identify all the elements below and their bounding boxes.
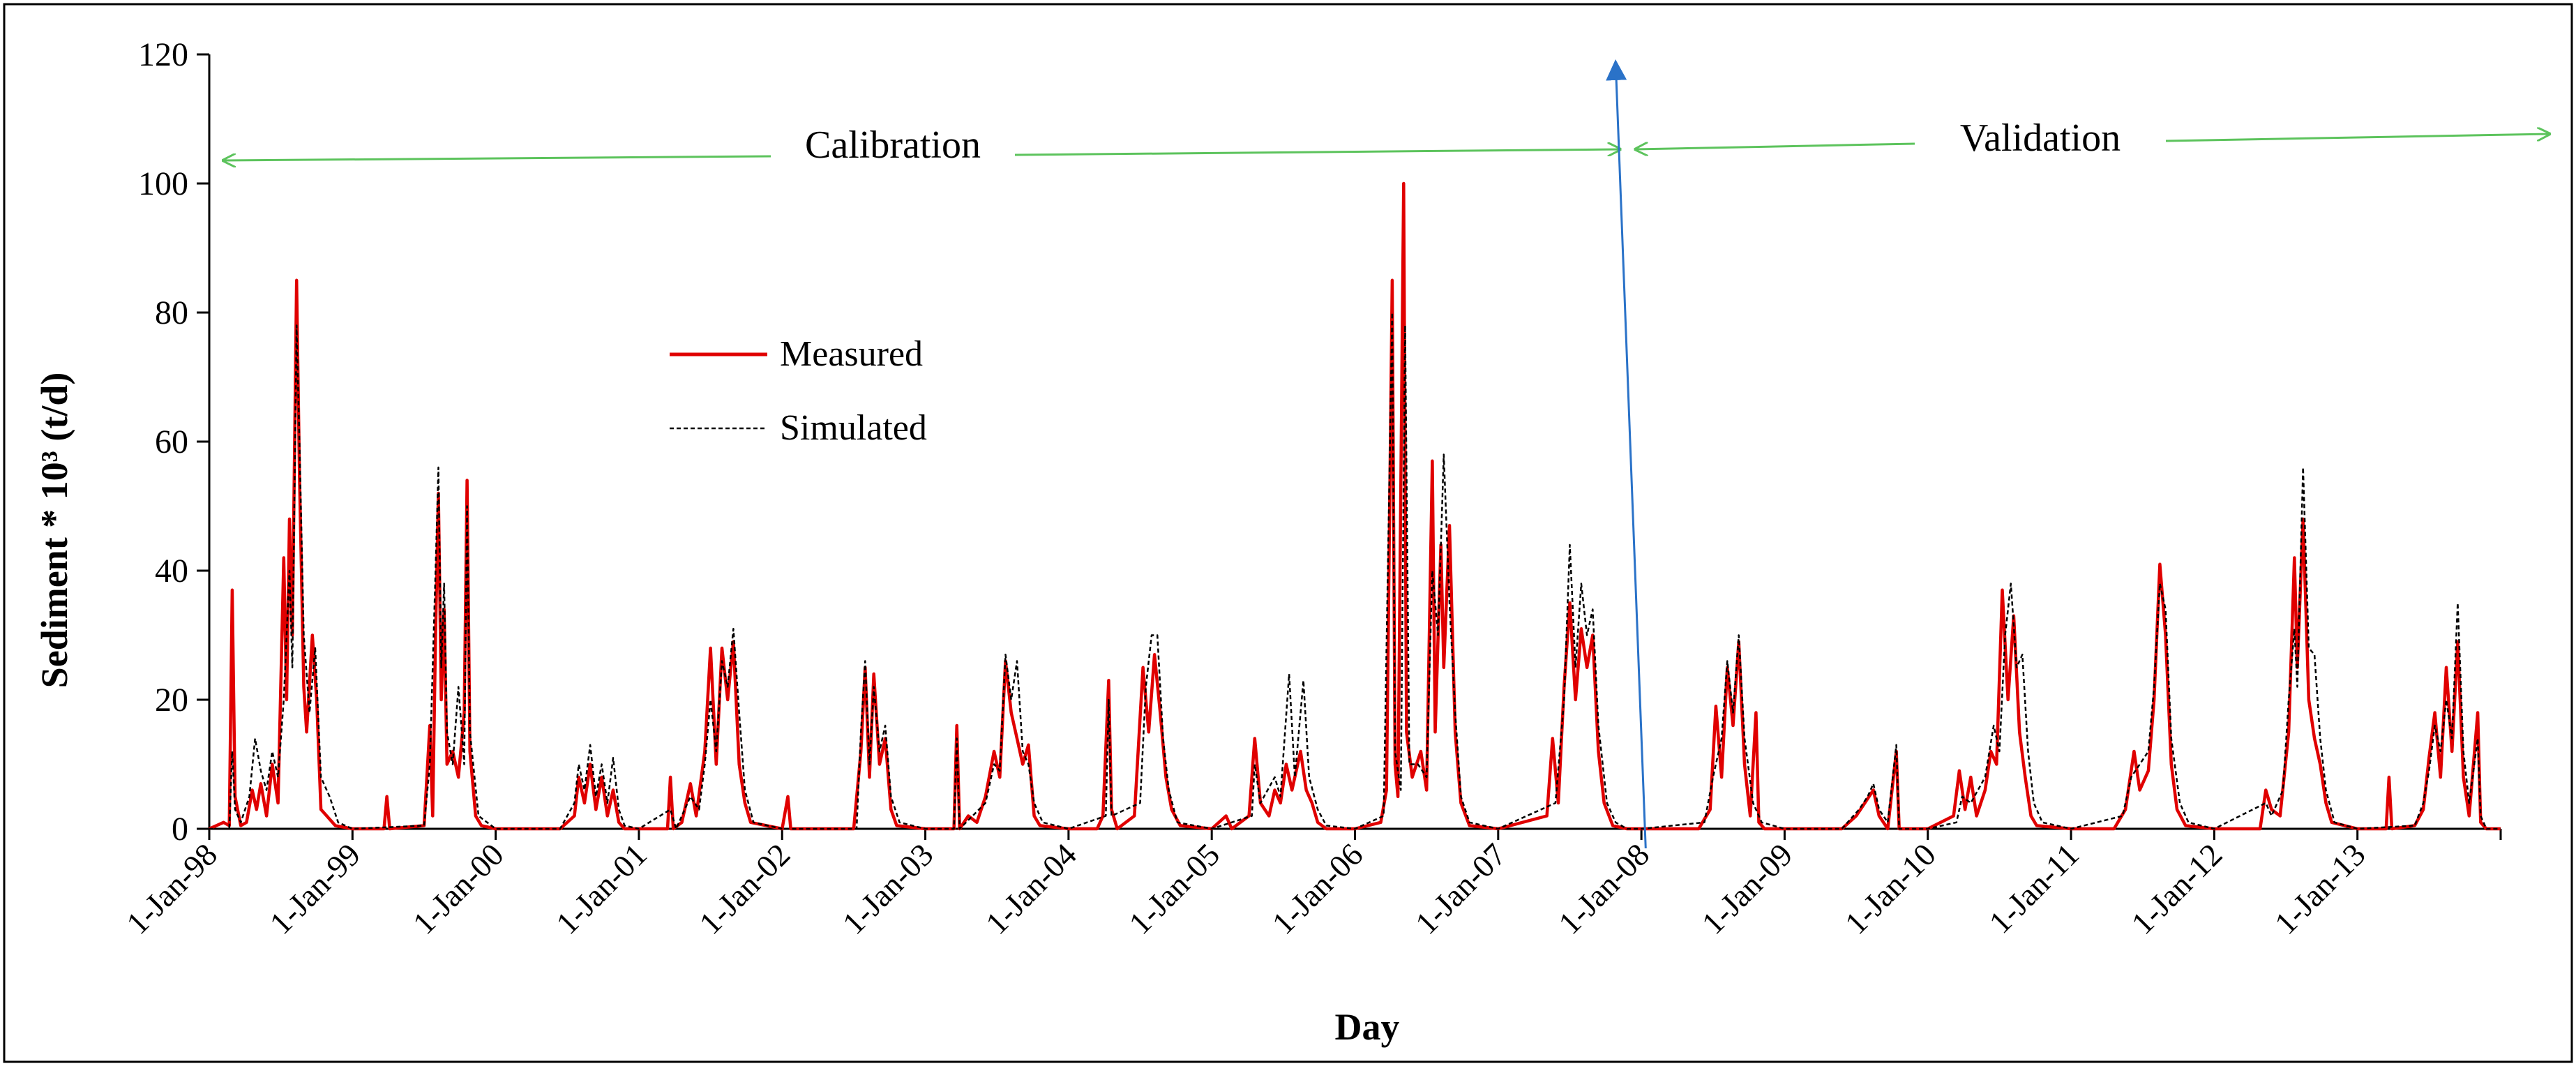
- legend-simulated-label: Simulated: [780, 408, 927, 448]
- series-simulated-line: [209, 311, 2501, 830]
- calibration-label: Calibration: [805, 123, 981, 167]
- y-tick-label: 120: [138, 36, 188, 73]
- y-tick-label: 80: [155, 294, 188, 331]
- series-layer: [209, 181, 2501, 831]
- y-tick-label: 40: [155, 553, 188, 590]
- y-tick-label: 100: [138, 165, 188, 202]
- validation-label: Validation: [1960, 117, 2121, 160]
- split-arrow: [1606, 59, 1647, 849]
- figure-border: [3, 3, 2573, 1063]
- legend: Measured Simulated: [670, 334, 927, 448]
- calibration-arrow-right: [1014, 149, 1620, 155]
- y-axis-title: Sediment * 10³ (t/d): [33, 373, 75, 689]
- calibration-arrow-left: [223, 156, 771, 160]
- legend-measured-label: Measured: [780, 334, 923, 374]
- y-tick-label: 20: [155, 682, 188, 719]
- x-axis-title: Day: [1335, 1006, 1400, 1048]
- validation-arrow-right: [2165, 134, 2549, 142]
- y-tick-label: 60: [155, 423, 188, 460]
- y-tick-labels: 0 20 40 60 80 100 120: [138, 36, 188, 848]
- y-tick-label: 0: [172, 811, 188, 848]
- validation-arrow-left: [1636, 144, 1915, 149]
- annotation-layer: [223, 59, 2549, 849]
